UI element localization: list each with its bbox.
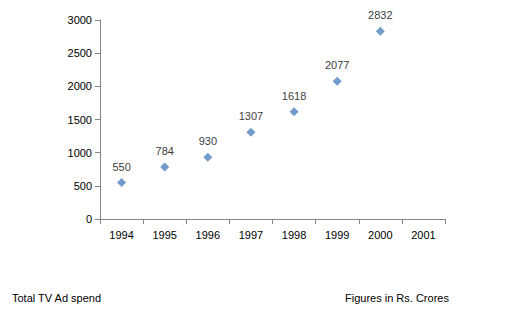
svg-text:1997: 1997: [239, 229, 263, 241]
svg-text:1994: 1994: [109, 229, 133, 241]
svg-text:2000: 2000: [368, 229, 392, 241]
svg-text:1307: 1307: [239, 110, 263, 122]
svg-text:Total TV Ad spend: Total TV Ad spend: [12, 292, 101, 304]
svg-text:1998: 1998: [282, 229, 306, 241]
svg-text:1999: 1999: [325, 229, 349, 241]
svg-text:2832: 2832: [368, 9, 392, 21]
svg-text:Figures in Rs. Crores: Figures in Rs. Crores: [345, 292, 449, 304]
svg-text:2077: 2077: [325, 59, 349, 71]
svg-text:1618: 1618: [282, 90, 306, 102]
svg-text:1995: 1995: [152, 229, 176, 241]
svg-text:550: 550: [112, 161, 130, 173]
svg-text:1000: 1000: [68, 147, 92, 159]
svg-text:930: 930: [199, 135, 217, 147]
svg-text:1996: 1996: [196, 229, 220, 241]
svg-text:1500: 1500: [68, 114, 92, 126]
svg-text:3000: 3000: [68, 14, 92, 26]
svg-text:784: 784: [156, 145, 174, 157]
svg-text:500: 500: [74, 180, 92, 192]
svg-text:2000: 2000: [68, 80, 92, 92]
svg-text:2001: 2001: [411, 229, 435, 241]
svg-text:2500: 2500: [68, 47, 92, 59]
svg-text:0: 0: [86, 213, 92, 225]
